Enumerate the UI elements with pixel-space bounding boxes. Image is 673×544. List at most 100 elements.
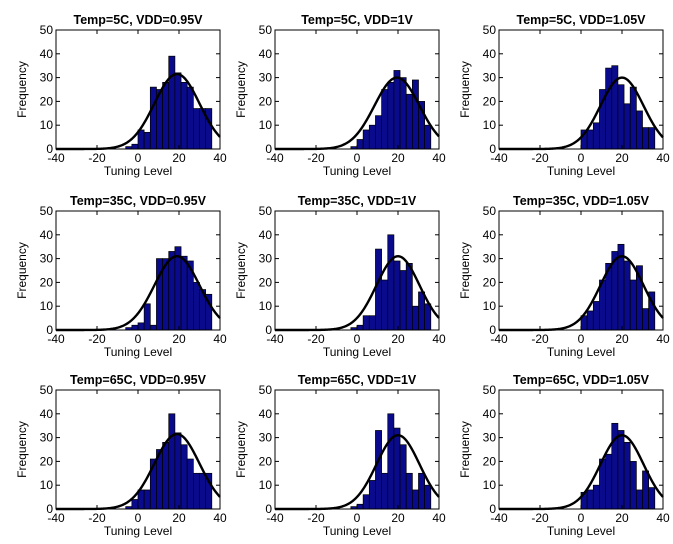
histogram-bar [405,472,413,510]
histogram-bar [629,461,637,510]
histogram-bar [131,499,139,510]
histogram-bar [174,246,182,331]
histogram-bar [623,442,631,510]
histogram-bar [405,263,413,331]
y-tick-label: 40 [259,407,273,421]
y-tick-label: 20 [259,94,273,108]
histogram-bar [362,315,370,331]
histogram-bar [586,489,594,510]
histogram-bar [592,484,600,510]
y-axis-label: Frequency [15,61,29,118]
histogram-bar [186,458,194,510]
x-tick-label: 40 [432,332,446,346]
y-tick-label: 10 [40,299,54,313]
y-axis-label: Frequency [458,242,472,299]
histogram-bar [642,127,650,150]
histogram-bar [356,324,364,331]
x-tick-label: 20 [391,511,405,525]
histogram-bar [205,108,213,150]
x-tick-label: 20 [172,332,186,346]
y-tick-label: 0 [46,323,53,337]
histogram-bar [399,444,407,510]
y-tick-label: 50 [40,204,54,218]
y-tick-label: 40 [40,228,54,242]
x-axis-label: Tuning Level [104,164,172,178]
x-tick-label: 0 [135,332,142,346]
histogram-bar [635,489,643,510]
histogram-bar [174,432,182,510]
y-tick-label: 20 [40,275,54,289]
histogram-bar [180,444,188,510]
histogram-bar [617,430,625,510]
histogram-bar [381,89,389,150]
histogram-bar [586,129,594,150]
histogram-bar [368,315,376,331]
x-tick-label: 40 [656,151,670,165]
histogram-bar [162,82,170,150]
histogram-bar [137,322,145,331]
histogram-bar [592,122,600,150]
y-axis-label: Frequency [15,421,29,478]
y-tick-label: 10 [259,299,273,313]
x-axis-label: Tuning Level [323,345,391,359]
histogram-bar [180,255,188,331]
histogram-bar [362,494,370,510]
histogram-bar [387,413,395,510]
histogram-bar [375,430,382,510]
histogram-bar [143,131,151,150]
x-tick-label: -20 [531,511,549,525]
y-tick-label: 30 [40,252,54,266]
y-tick-label: 30 [483,431,497,445]
x-tick-label: 20 [172,151,186,165]
histogram-panel-3: Temp=5C, VDD=1.05V -40 -20 0 20 40 0 10 20 30 40 50… [458,13,670,178]
y-tick-label: 40 [40,407,54,421]
y-tick-label: 0 [265,142,272,156]
histogram-bar [180,82,188,150]
histogram-panel-8: Temp=65C, VDD=1V -40 -20 0 20 40 0 10 20 30 40 50 Tu… [234,373,446,538]
x-tick-label: 20 [615,511,629,525]
histogram-bar [193,472,200,510]
x-tick-label: -20 [88,332,106,346]
x-tick-label: -20 [88,511,106,525]
x-tick-label: 40 [656,332,670,346]
y-tick-label: 20 [259,454,273,468]
x-tick-label: -40 [490,151,508,165]
x-tick-label: 0 [354,511,361,525]
y-tick-label: 30 [259,431,273,445]
x-axis-label: Tuning Level [104,345,172,359]
y-tick-label: 50 [483,204,497,218]
histogram-bar [629,86,637,150]
histogram-bar [393,427,401,510]
y-tick-label: 30 [259,71,273,85]
x-tick-label: -40 [266,332,284,346]
x-tick-label: -40 [47,332,65,346]
y-tick-label: 0 [265,502,272,516]
y-tick-label: 50 [40,23,54,37]
y-tick-label: 40 [483,47,497,61]
x-tick-label: -20 [307,332,325,346]
histogram-bar [143,303,151,331]
x-tick-label: -40 [490,511,508,525]
histogram-bar [131,143,139,150]
histogram-panel-4: Temp=35C, VDD=0.95V -40 -20 0 20 40 0 10 20 30 40 5… [15,194,227,359]
histogram-bar [586,310,594,331]
histogram-bar [412,79,419,150]
panel-title: Temp=5C, VDD=1V [301,13,413,27]
x-tick-label: -20 [531,151,549,165]
x-tick-label: -20 [531,332,549,346]
histogram-bar [424,124,432,150]
histogram-bar [143,489,151,510]
y-axis-label: Frequency [458,61,472,118]
x-tick-label: 40 [432,511,446,525]
histogram-bar [356,139,364,150]
x-tick-label: 40 [432,151,446,165]
panel-title: Temp=35C, VDD=1V [298,194,417,208]
histogram-bar [193,282,200,331]
x-tick-label: 0 [578,332,585,346]
x-tick-label: -20 [307,151,325,165]
x-tick-label: -40 [47,511,65,525]
histogram-bar [399,270,407,331]
y-tick-label: 30 [259,252,273,266]
histogram-bar [635,110,643,150]
histogram-panel-9: Temp=65C, VDD=1.05V -40 -20 0 20 40 0 10 20 30 40 5… [458,373,670,538]
